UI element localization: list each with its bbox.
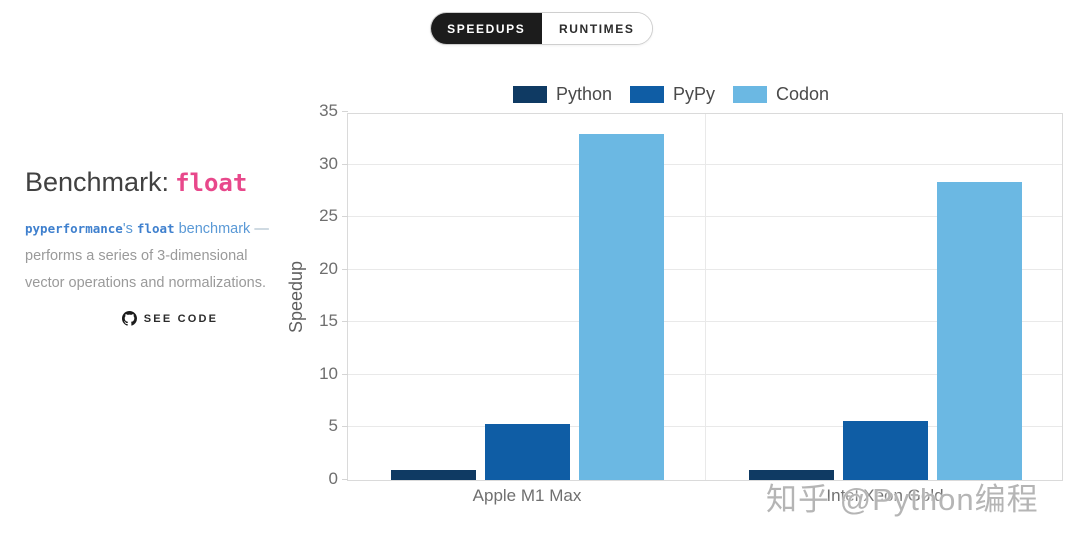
link-text[interactable]: 's bbox=[122, 221, 133, 237]
legend-item-codon[interactable]: Codon bbox=[733, 84, 829, 105]
bar-pypy-intel-xeon-gold bbox=[842, 421, 928, 480]
benchmark-name-code: float bbox=[175, 169, 248, 197]
y-tick-label-20: 20 bbox=[319, 258, 338, 278]
chart-legend[interactable]: Python PyPy Codon bbox=[288, 83, 1054, 105]
y-tick-label-30: 30 bbox=[319, 153, 338, 173]
plot-area: 0 5 10 15 20 25 30 35 Apple M1 Max Intel Xeon Gol… bbox=[319, 101, 1064, 505]
float-link[interactable]: float bbox=[136, 221, 175, 236]
y-tickmark-15 bbox=[342, 321, 348, 323]
legend-item-pypy[interactable]: PyPy bbox=[629, 83, 715, 105]
legend-label-pypy: PyPy bbox=[672, 83, 715, 104]
y-tickmark-35 bbox=[342, 111, 348, 112]
see-code-link[interactable]: SEE CODE bbox=[25, 311, 315, 326]
y-axis-title: Speedup bbox=[286, 260, 306, 334]
x-label-apple-m1-max: Apple M1 Max bbox=[472, 486, 582, 505]
legend-swatch-python bbox=[512, 85, 547, 103]
x-label-intel-xeon-gold: Intel Xeon Gold bbox=[826, 486, 944, 505]
benchmark-link[interactable]: benchmark bbox=[178, 221, 251, 237]
y-tickmark-20 bbox=[342, 268, 348, 270]
benchmark-title-label: Benchmark: bbox=[25, 167, 170, 197]
y-tickmark-0 bbox=[342, 479, 348, 480]
legend-label-codon: Codon bbox=[776, 83, 830, 104]
bar-codon-apple-m1-max bbox=[578, 134, 664, 480]
y-tickmark-25 bbox=[342, 216, 348, 218]
y-tick-label-35: 35 bbox=[319, 101, 338, 120]
bar-pypy-apple-m1-max bbox=[484, 424, 570, 480]
github-icon bbox=[121, 311, 137, 326]
panel-intel-xeon-gold bbox=[706, 114, 1064, 480]
y-tick-label-0: 0 bbox=[328, 469, 338, 488]
legend-item-python[interactable]: Python bbox=[512, 83, 612, 105]
y-tick-label-15: 15 bbox=[319, 311, 338, 331]
zhihu-watermark: 知乎 @Python编程 bbox=[766, 482, 1039, 517]
legend-label-python: Python bbox=[555, 83, 612, 104]
panel-apple-m1-max bbox=[348, 114, 706, 480]
y-tickmark-10 bbox=[342, 373, 348, 375]
bar-codon-intel-xeon-gold bbox=[936, 182, 1022, 480]
legend-swatch-pypy bbox=[629, 85, 664, 103]
speedups-runtimes-toggle[interactable]: SPEEDUPS RUNTIMES bbox=[430, 12, 653, 45]
see-code-label: SEE CODE bbox=[143, 312, 219, 325]
description-line-2: performs a series of 3-dimensional bbox=[25, 248, 248, 264]
y-tickmark-5 bbox=[342, 426, 348, 428]
toggle-runtimes-button[interactable]: RUNTIMES bbox=[541, 13, 652, 44]
y-tick-label-5: 5 bbox=[328, 416, 338, 436]
benchmark-description: pyperformance's float benchmark — perfor… bbox=[25, 215, 315, 297]
legend-swatch-codon bbox=[733, 85, 767, 103]
toggle-speedups-button[interactable]: SPEEDUPS bbox=[431, 13, 542, 44]
pyperformance-link[interactable]: pyperformance bbox=[25, 221, 123, 236]
bar-python-intel-xeon-gold bbox=[748, 469, 834, 480]
bar-python-apple-m1-max bbox=[390, 469, 476, 480]
y-tickmark-30 bbox=[342, 163, 348, 165]
benchmark-sidebar: Benchmark: float pyperformance's float be… bbox=[25, 167, 315, 326]
benchmark-title: Benchmark: float bbox=[25, 167, 315, 198]
description-line-3: vector operations and normalizations. bbox=[25, 275, 266, 291]
description-link-line[interactable]: pyperformance's float benchmark — bbox=[25, 215, 315, 243]
y-tick-label-25: 25 bbox=[319, 206, 338, 226]
y-tick-label-10: 10 bbox=[319, 363, 338, 383]
em-dash: — bbox=[254, 221, 269, 237]
